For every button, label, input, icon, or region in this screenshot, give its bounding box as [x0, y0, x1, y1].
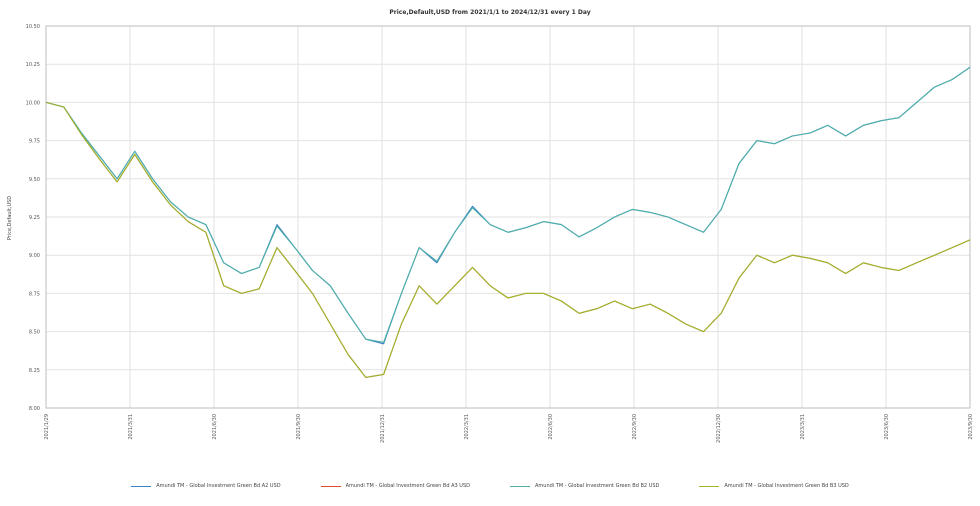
y-axis-label: Price,Default,USD: [7, 196, 13, 240]
y-tick-label: 8.00: [29, 406, 40, 412]
x-tick-label: 2022/3/31: [464, 414, 470, 440]
y-tick-label: 9.50: [29, 177, 40, 183]
y-tick-label: 8.75: [29, 291, 40, 297]
series-line: [45, 66, 971, 345]
legend-item: Amundi TM - Global Investment Green Bd B…: [510, 483, 659, 489]
x-tick-label: 2021/3/31: [128, 414, 134, 440]
x-tick-label: 2022/9/30: [632, 414, 638, 440]
x-tick-label: 2022/12/30: [716, 414, 722, 443]
y-tick-label: 9.25: [29, 215, 40, 221]
series-line: [45, 101, 971, 378]
x-tick-label: 2021/6/30: [212, 414, 218, 440]
y-tick-label: 10.50: [26, 24, 40, 30]
legend-swatch: [510, 485, 530, 487]
legend-label: Amundi TM - Global Investment Green Bd A…: [345, 483, 470, 489]
y-tick-label: 8.50: [29, 330, 40, 336]
legend: Amundi TM - Global Investment Green Bd A…: [0, 483, 980, 489]
chart-title: Price,Default,USD from 2021/1/1 to 2024/…: [389, 9, 591, 16]
legend-swatch: [699, 485, 720, 487]
series-line: [45, 66, 971, 343]
series-line: [45, 101, 971, 378]
legend-item: Amundi TM - Global Investment Green Bd B…: [699, 483, 849, 489]
legend-swatch: [320, 485, 341, 487]
legend-item: Amundi TM - Global Investment Green Bd A…: [320, 483, 470, 489]
x-tick-label: 2021/9/30: [296, 414, 302, 440]
x-tick-label: 2021/1/29: [44, 414, 50, 440]
legend-item: Amundi TM - Global Investment Green Bd A…: [131, 483, 281, 489]
legend-swatch: [131, 485, 152, 487]
x-tick-label: 2023/6/30: [884, 414, 890, 440]
y-tick-label: 9.00: [29, 253, 40, 259]
x-tick-label: 2023/9/30: [968, 414, 974, 440]
series-lines: [45, 66, 971, 378]
y-tick-label: 10.25: [26, 62, 40, 68]
y-tick-label: 8.25: [29, 368, 40, 374]
x-tick-label: 2022/6/30: [548, 414, 554, 440]
axes: 8.00 8.25 8.50 8.75 9.00 9.25 9.50 9.75 10.00 10.…: [26, 24, 974, 443]
legend-label: Amundi TM - Global Investment Green Bd B…: [724, 483, 849, 489]
grid: [45, 25, 971, 409]
plot-frame: [45, 25, 971, 409]
legend-label: Amundi TM - Global Investment Green Bd B…: [535, 483, 660, 489]
y-tick-label: 9.75: [29, 139, 40, 145]
legend-label: Amundi TM - Global Investment Green Bd A…: [156, 483, 281, 489]
x-tick-label: 2021/12/31: [380, 414, 386, 443]
x-tick-label: 2023/3/31: [800, 414, 806, 440]
y-tick-label: 10.00: [26, 100, 40, 106]
